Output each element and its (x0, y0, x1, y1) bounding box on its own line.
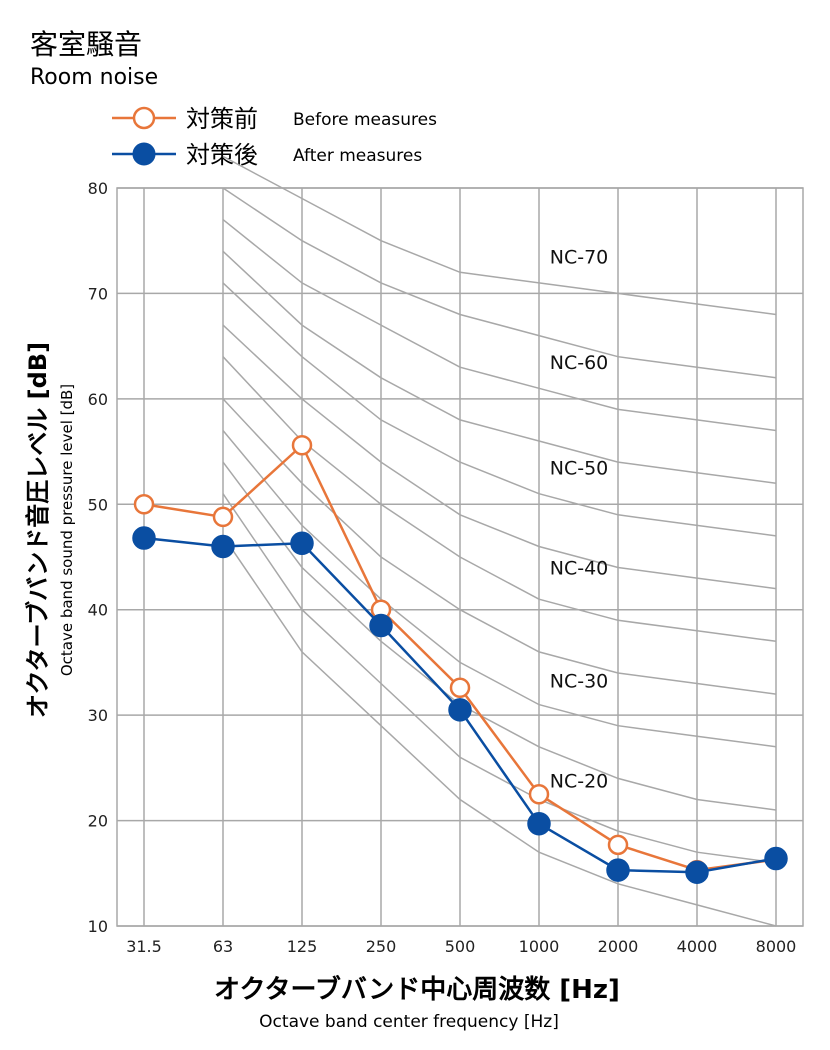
y-tick-label: 60 (88, 390, 108, 409)
nc-curve-65 (223, 188, 776, 378)
nc-label: NC-20 (550, 771, 609, 793)
x-tick-label: 4000 (677, 937, 718, 956)
y-axis-label: オクターブバンド音圧レベル [dB] (24, 342, 52, 718)
series-point-0 (451, 679, 469, 697)
chart-subtitle: Room noise (30, 65, 158, 90)
x-tick-label: 8000 (756, 937, 797, 956)
nc-chart: 客室騒音 Room noise 対策前 Before measures 対策後 … (0, 0, 830, 1050)
series-point-1 (529, 813, 550, 834)
nc-curve-50 (223, 283, 776, 536)
legend-after-label: 対策後 (186, 141, 258, 169)
series-point-1 (134, 528, 155, 549)
x-tick-label: 500 (445, 937, 476, 956)
y-axis-ticks: 10 20 30 40 50 60 70 80 (88, 179, 108, 936)
legend-after-marker (133, 143, 155, 165)
y-tick-label: 50 (88, 495, 108, 514)
nc-label: NC-30 (550, 670, 609, 692)
nc-label: NC-70 (550, 247, 609, 269)
series-point-1 (292, 533, 313, 554)
y-tick-label: 40 (88, 601, 108, 620)
series-point-0 (214, 508, 232, 526)
chart-title: 客室騒音 (30, 28, 142, 61)
x-tick-label: 31.5 (126, 937, 162, 956)
x-axis-label: オクターブバンド中心周波数 [Hz] (214, 974, 620, 1005)
series-point-1 (687, 862, 708, 883)
legend-after-label-en: After measures (293, 146, 422, 166)
series-point-0 (530, 785, 548, 803)
x-axis-ticks: 31.5 63 125 250 500 1000 2000 4000 8000 (126, 937, 796, 956)
x-tick-label: 1000 (519, 937, 560, 956)
legend-before-marker (134, 108, 154, 128)
y-tick-label: 20 (88, 812, 108, 831)
nc-label: NC-40 (550, 558, 609, 580)
y-tick-label: 80 (88, 179, 108, 198)
y-tick-label: 10 (88, 917, 108, 936)
series-point-0 (135, 495, 153, 513)
series-point-1 (213, 536, 234, 557)
legend-before-label: 対策前 (186, 105, 258, 133)
y-tick-label: 30 (88, 706, 108, 725)
x-tick-label: 63 (213, 937, 233, 956)
nc-curve-labels: NC-70 NC-60 NC-50 NC-40 NC-30 NC-20 (550, 247, 609, 793)
series-point-1 (608, 860, 629, 881)
y-axis-label-en: Octave band sound pressure level [dB] (58, 384, 76, 676)
x-tick-label: 125 (287, 937, 318, 956)
x-axis-label-en: Octave band center frequency [Hz] (259, 1012, 559, 1032)
y-tick-label: 70 (88, 284, 108, 303)
series-point-0 (609, 836, 627, 854)
series-point-1 (371, 615, 392, 636)
x-tick-label: 2000 (598, 937, 639, 956)
x-tick-label: 250 (366, 937, 397, 956)
series-point-1 (766, 848, 787, 869)
legend-before-label-en: Before measures (293, 110, 437, 130)
legend: 対策前 Before measures 対策後 After measures (112, 105, 437, 169)
series-point-0 (293, 436, 311, 454)
nc-label: NC-60 (550, 352, 609, 374)
series-point-1 (450, 699, 471, 720)
nc-curve-25 (223, 462, 776, 810)
nc-curve-70 (223, 156, 776, 314)
nc-label: NC-50 (550, 457, 609, 479)
